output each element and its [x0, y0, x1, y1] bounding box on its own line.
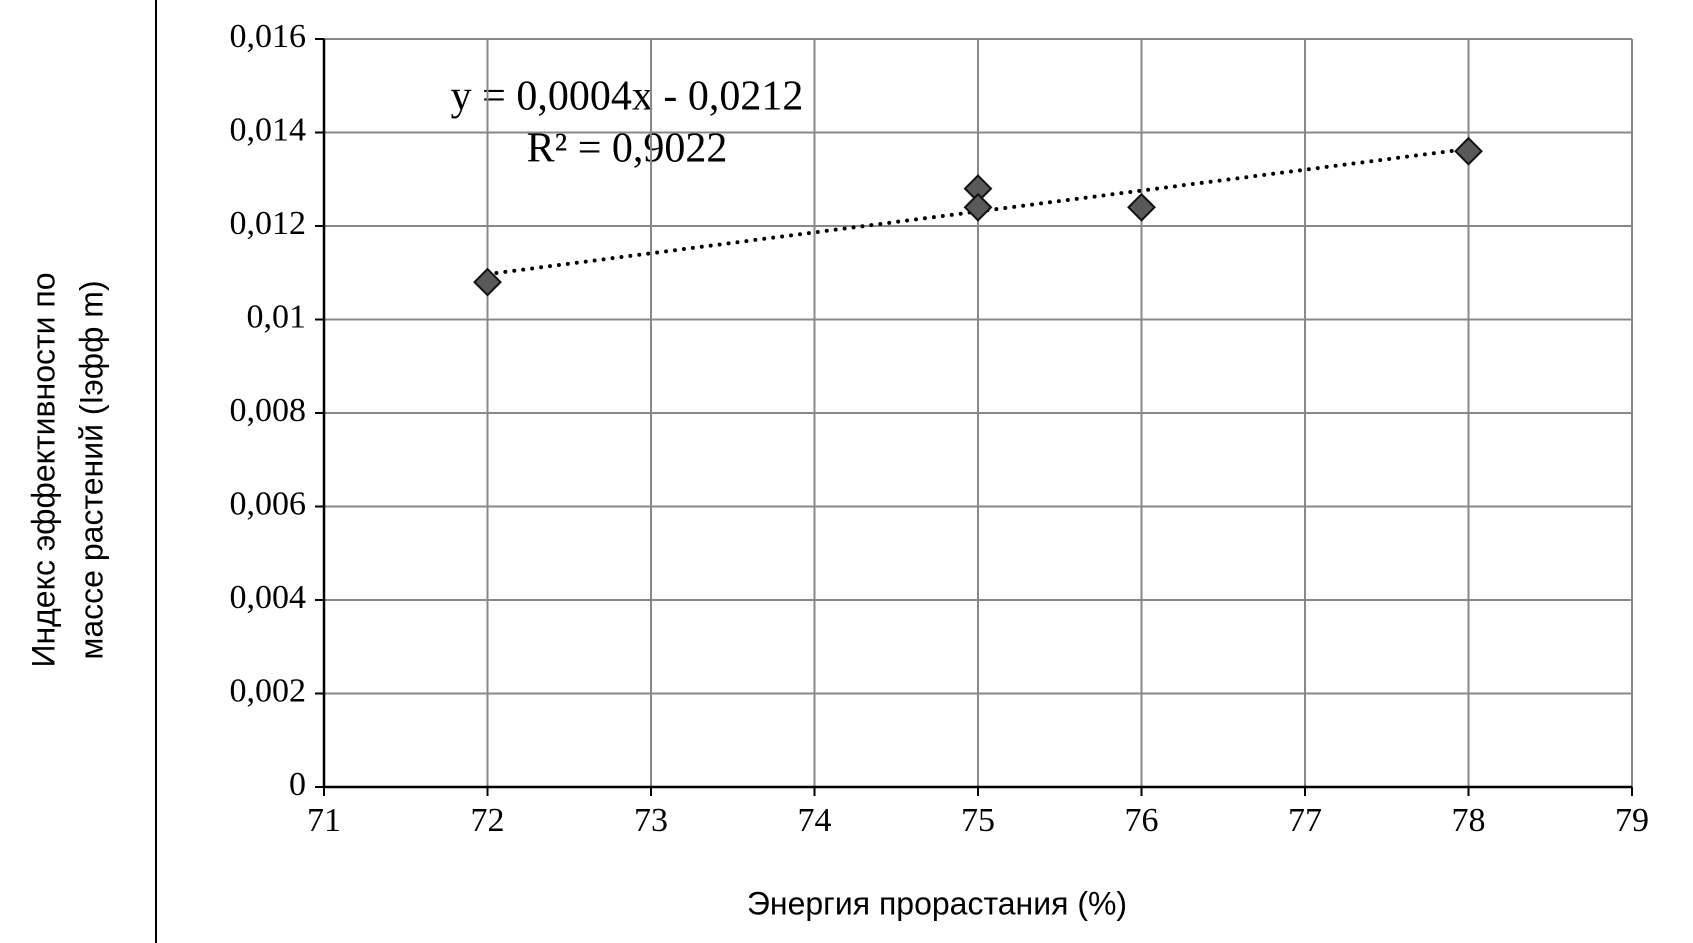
- x-tick-label: 77: [1288, 802, 1322, 839]
- y-axis-title: Индекс эффективности по: [25, 272, 61, 667]
- y-tick-label: 0,016: [230, 18, 307, 55]
- x-tick-label: 76: [1125, 802, 1159, 839]
- data-point: [1127, 192, 1156, 222]
- x-tick-label: 73: [634, 802, 668, 839]
- data-point: [963, 192, 993, 222]
- x-tick-label: 74: [798, 802, 832, 839]
- data-point: [473, 267, 502, 297]
- equation: y = 0,0004x - 0,0212: [451, 74, 804, 120]
- y-tick-label: 0: [289, 766, 306, 803]
- x-tick-label: 79: [1615, 802, 1649, 839]
- y-tick-label: 0,008: [230, 392, 307, 429]
- x-axis-title: Энергия прорастания (%): [747, 885, 1127, 921]
- x-tick-label: 75: [961, 802, 995, 839]
- y-tick-label: 0,004: [230, 579, 307, 616]
- x-tick-label: 78: [1452, 802, 1486, 839]
- data-point: [1454, 136, 1483, 166]
- y-tick-label: 0,006: [230, 485, 307, 522]
- x-tick-label: 72: [471, 802, 505, 839]
- y-tick-label: 0,002: [230, 672, 307, 709]
- x-tick-label: 71: [307, 802, 341, 839]
- y-axis-title: массе растений (Iэфф m): [73, 280, 109, 659]
- y-tick-label: 0,014: [230, 111, 307, 148]
- y-tick-label: 0,012: [230, 205, 307, 242]
- y-tick-label: 0,01: [247, 298, 307, 335]
